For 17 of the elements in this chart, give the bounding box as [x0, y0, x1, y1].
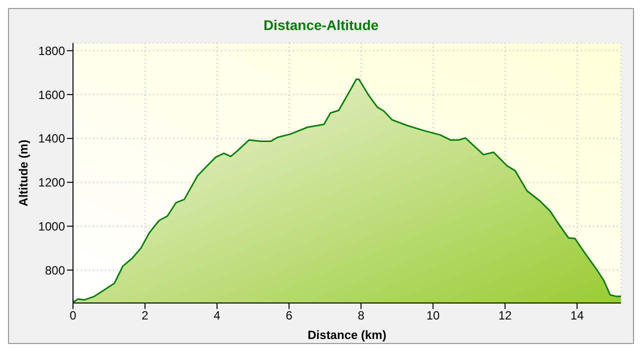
y-tick-label: 800	[44, 263, 66, 278]
x-tick-label: 4	[214, 308, 221, 323]
y-tick-label: 1400	[38, 132, 66, 146]
x-tick-label: 10	[426, 308, 440, 323]
x-tick-label: 14	[570, 308, 584, 323]
x-tick-label: 0	[70, 308, 77, 323]
x-tick-label: 12	[498, 308, 512, 323]
x-tick-label: 6	[286, 308, 293, 323]
x-tick-label: 2	[142, 308, 149, 323]
y-tick-label: 1600	[38, 88, 66, 102]
y-tick-label: 1800	[38, 44, 66, 58]
x-axis-title: Distance (km)	[308, 328, 386, 342]
x-tick-label: 8	[358, 308, 365, 323]
y-axis-title: Altitude (m)	[16, 140, 30, 206]
y-tick-label: 1000	[38, 219, 66, 234]
y-tick-label: 1200	[38, 176, 66, 190]
chart-title: Distance-Altitude	[262, 16, 380, 35]
